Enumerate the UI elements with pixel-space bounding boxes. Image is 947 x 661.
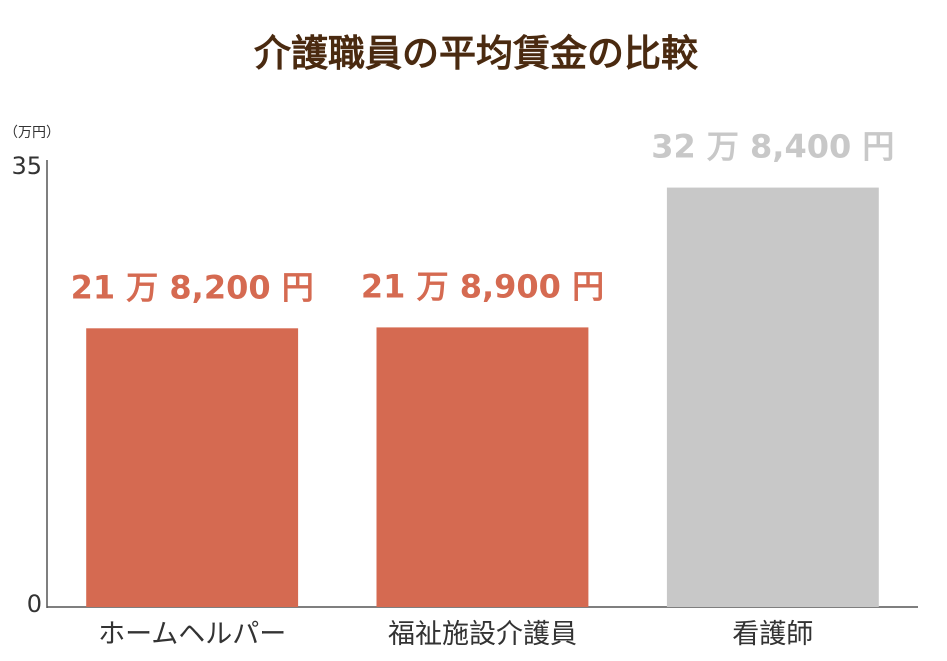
y-tick-label-max: 35: [11, 152, 42, 180]
bar-3: [666, 187, 879, 607]
y-axis-unit-label: （万円）: [4, 125, 60, 141]
category-label-2: 福祉施設介護員: [388, 619, 577, 650]
bar-value-label-3: 32 万 8,400 円: [651, 128, 894, 166]
bar-2: [376, 327, 589, 607]
y-tick-label-min: 0: [27, 590, 42, 618]
chart-title: 介護職員の平均賃金の比較: [254, 32, 699, 75]
bar-value-label-1: 21 万 8,200 円: [71, 268, 314, 306]
bar-value-label-2: 21 万 8,900 円: [361, 267, 604, 305]
category-label-3: 看護師: [732, 619, 813, 650]
bar-1: [86, 328, 299, 607]
category-label-1: ホームヘルパー: [98, 619, 286, 650]
